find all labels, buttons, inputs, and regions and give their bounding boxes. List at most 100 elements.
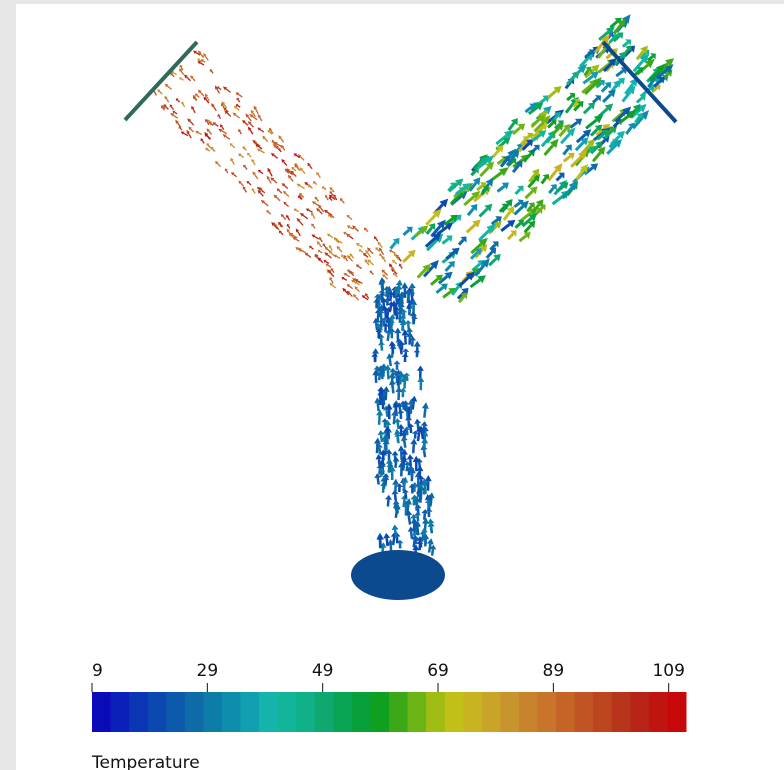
vector-glyph [159,91,162,94]
vector-glyph [240,131,242,134]
vector-glyph [407,376,408,381]
colorbar-band [370,692,389,732]
vector-glyph [349,258,352,262]
vector-glyph [203,60,206,62]
vector-glyph [616,71,623,76]
vector-glyph [244,148,246,150]
vector-glyph [468,208,474,215]
vector-glyph [355,296,358,300]
vector-glyph [300,157,304,161]
vector-glyph [380,391,381,398]
vector-glyph [477,185,483,190]
vector-glyph [425,539,426,547]
vector-glyph [509,123,514,130]
vector-glyph [398,434,399,443]
vector-glyph [316,256,318,258]
colorbar-tick-label: 49 [312,661,334,681]
vector-glyph [545,145,553,155]
vector-glyph [378,478,379,485]
vector-glyph [302,170,305,174]
vector-glyph [409,515,410,524]
vector-glyph [399,258,401,260]
vector-glyph [309,165,312,169]
colorbar-band [315,692,334,732]
vector-glyph [386,410,387,417]
vector-glyph [349,286,353,289]
vector-glyph [269,171,272,176]
vector-glyph [396,311,397,320]
vector-glyph [383,398,384,405]
vector-glyph [281,232,284,235]
vector-glyph [339,248,342,252]
colorbar-tick-label: 89 [543,661,565,681]
vector-glyph [171,106,173,109]
vector-glyph [217,163,220,166]
vector-glyph [395,494,396,501]
vector-glyph [388,500,389,507]
vector-glyph [497,186,504,191]
vector-glyph [396,375,397,382]
vector-glyph [390,295,391,301]
vector-glyph [411,427,412,433]
vector-glyph [387,538,388,546]
vector-glyph [384,276,387,279]
vector-glyph [260,171,263,173]
vector-glyph [200,92,204,96]
colorbar-title: Temperature [91,753,200,770]
vector-glyph [190,129,193,132]
vector-head [426,508,433,512]
vector-glyph [379,371,380,380]
colorbar-band [630,692,649,732]
vector-glyph [365,255,368,257]
vector-glyph [489,259,496,266]
vector-head [406,327,413,332]
vector-glyph [330,198,332,200]
vector-glyph [395,461,396,468]
colorbar-band [389,692,408,732]
vector-glyph [167,86,171,89]
vector-glyph [283,147,285,150]
vector-glyph [411,471,412,478]
vector-glyph [320,207,323,212]
vector-glyph [560,129,567,136]
vector-glyph [219,116,221,119]
vector-glyph [404,440,405,447]
vector-glyph [566,103,574,113]
vector-glyph [602,86,608,92]
vector-glyph [273,180,277,183]
vector-glyph [390,358,391,366]
vector-head [383,533,390,539]
vector-glyph [308,210,312,212]
vector-glyph [232,160,234,164]
vector-glyph [513,128,520,134]
vector-glyph [296,210,299,212]
vector-glyph [410,332,411,340]
vector-glyph [192,78,195,81]
vector-glyph [390,305,391,311]
vector-glyph [300,186,305,189]
vector-glyph [244,189,246,193]
colorbar-band [278,692,297,732]
vector-glyph [288,217,290,220]
vector-glyph [391,242,396,248]
vector-glyph [515,223,520,227]
vector-glyph [165,106,168,109]
vector-head [389,341,396,346]
vector-glyph [377,444,378,453]
vector-glyph [442,239,448,244]
vector-glyph [236,108,239,111]
vector-glyph [319,243,322,247]
vector-glyph [547,136,552,143]
vector-glyph [248,116,252,121]
vector-glyph [293,173,297,177]
vector-glyph [626,127,631,134]
vector-glyph [593,98,598,102]
vector-glyph [238,94,242,97]
vector-glyph [255,109,258,114]
vector-glyph [548,91,556,98]
vector-glyph [328,265,331,267]
vector-head [405,415,412,420]
colorbar: 929496989109 [92,661,687,732]
vector-glyph [222,131,227,134]
vector-glyph [418,432,419,441]
